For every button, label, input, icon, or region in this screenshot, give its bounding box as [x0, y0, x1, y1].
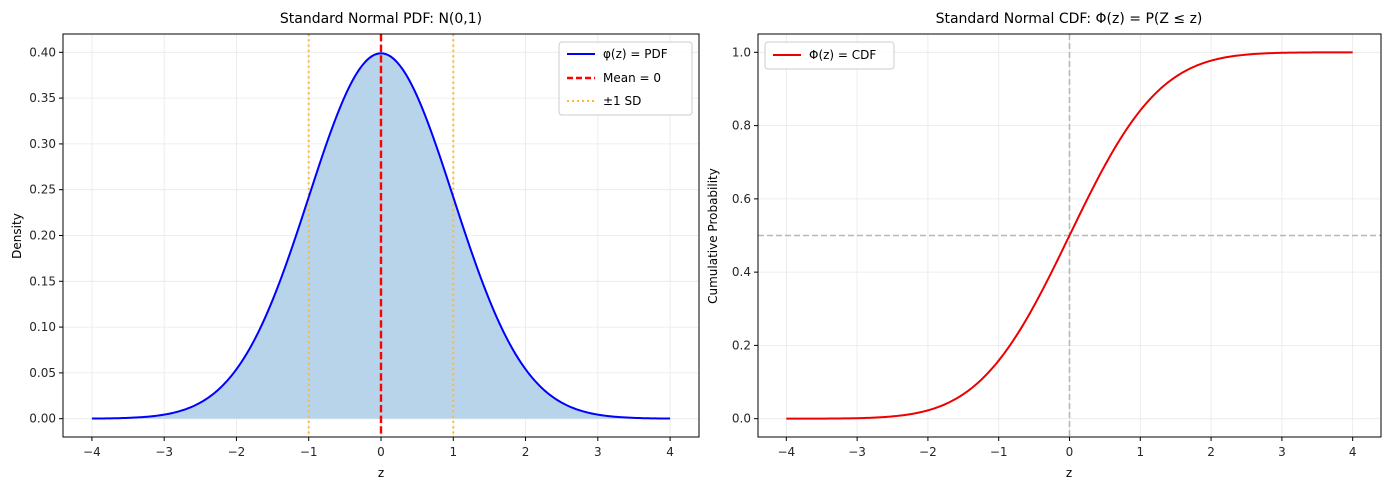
- pdf-y-tick-label: 0.35: [29, 91, 56, 105]
- cdf-y-tick-label: 0.0: [732, 412, 751, 426]
- pdf-x-tick-label: 3: [594, 445, 602, 459]
- cdf-chart-panel: Standard Normal CDF: Φ(z) = P(Z ≤ z) z C…: [706, 11, 1382, 480]
- pdf-legend-label: ±1 SD: [603, 94, 641, 108]
- cdf-curve: [786, 51, 1353, 420]
- pdf-y-tick-label: 0.25: [29, 183, 56, 197]
- pdf-x-tick-label: −2: [228, 445, 246, 459]
- pdf-y-tick-label: 0.00: [29, 412, 56, 426]
- cdf-chart-title: Standard Normal CDF: Φ(z) = P(Z ≤ z): [936, 11, 1203, 27]
- cdf-x-tick-label: −4: [777, 445, 795, 459]
- pdf-chart-title: Standard Normal PDF: N(0,1): [280, 11, 482, 27]
- pdf-legend-box: [558, 41, 693, 116]
- pdf-x-axis-label: z: [378, 466, 384, 480]
- cdf-y-tick-label: 0.2: [732, 338, 751, 352]
- pdf-curve: [91, 52, 671, 420]
- pdf-chart-panel: Standard Normal PDF: N(0,1) z Density −4…: [10, 11, 700, 480]
- cdf-x-tick-label: 3: [1278, 445, 1286, 459]
- pdf-y-tick-label: 0.20: [29, 229, 56, 243]
- pdf-x-tick-label: −1: [300, 445, 318, 459]
- cdf-x-tick-label: 4: [1349, 445, 1357, 459]
- pdf-legend-label: φ(z) = PDF: [603, 47, 668, 61]
- pdf-x-tick-label: 4: [666, 445, 674, 459]
- cdf-x-tick-label: 0: [1066, 445, 1074, 459]
- cdf-x-tick-label: 1: [1136, 445, 1144, 459]
- cdf-x-tick-label: −1: [990, 445, 1008, 459]
- pdf-legend-label: Mean = 0: [603, 71, 661, 85]
- pdf-y-tick-label: 0.30: [29, 137, 56, 151]
- cdf-y-axis-label: Cumulative Probability: [706, 168, 720, 304]
- cdf-x-tick-label: −3: [848, 445, 866, 459]
- cdf-y-tick-label: 0.8: [732, 119, 751, 133]
- cdf-x-tick-label: 2: [1207, 445, 1215, 459]
- pdf-y-tick-label: 0.40: [29, 45, 56, 59]
- cdf-y-tick-label: 1.0: [732, 45, 751, 59]
- cdf-legend-box: [764, 41, 895, 70]
- pdf-legend: φ(z) = PDF Mean = 0 ±1 SD: [558, 41, 693, 116]
- pdf-x-tick-label: 1: [449, 445, 457, 459]
- pdf-y-tick-label: 0.10: [29, 320, 56, 334]
- pdf-y-tick-label: 0.05: [29, 366, 56, 380]
- cdf-y-tick-label: 0.4: [732, 265, 751, 279]
- pdf-y-tick-label: 0.15: [29, 274, 56, 288]
- pdf-x-tick-label: 2: [522, 445, 530, 459]
- pdf-x-tick-label: 0: [377, 445, 385, 459]
- cdf-y-tick-label: 0.6: [732, 192, 751, 206]
- pdf-x-tick-label: −4: [83, 445, 101, 459]
- cdf-x-axis-label: z: [1066, 466, 1072, 480]
- cdf-legend-label: Φ(z) = CDF: [809, 48, 876, 62]
- pdf-y-axis-label: Density: [10, 213, 24, 259]
- pdf-x-tick-label: −3: [155, 445, 173, 459]
- cdf-legend: Φ(z) = CDF: [764, 41, 895, 70]
- cdf-x-tick-label: −2: [919, 445, 937, 459]
